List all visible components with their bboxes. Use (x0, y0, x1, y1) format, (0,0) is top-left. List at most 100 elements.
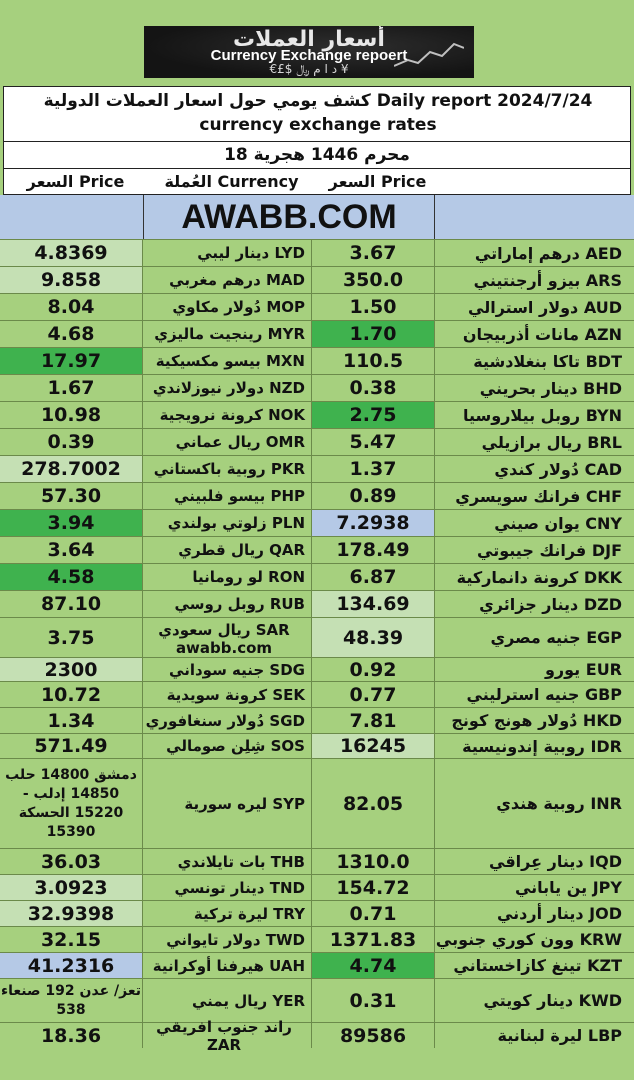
header-left-price: السعر Price (26, 172, 125, 191)
right-currency-cell: درهم إماراتي AED (474, 243, 622, 263)
left-price-cell: 571.49 (0, 734, 143, 758)
header-right-price: السعر Price (328, 172, 427, 191)
table-row: 0.39 ريال عماني OMR 5.47 ريال برازيلي BRL (0, 428, 634, 455)
right-currency-cell: جنيه استرليني GBP (466, 685, 622, 704)
table-row: 3.75 ريال سعودي SAR awabb.com 48.39 جنيه مصر… (0, 617, 634, 657)
report-title-box: كشف يومي حول اسعار العملات الدولية Daily… (3, 86, 631, 142)
left-currency-cell: ريال قطري QAR (143, 537, 312, 563)
right-currency-cell: دينار أردني JOD (496, 904, 622, 923)
right-currency-cell: دُولار هونج كونج HKD (451, 711, 622, 730)
right-price-cell: 5.47 (312, 429, 435, 455)
left-price-cell: 57.30 (0, 483, 143, 509)
right-price-cell: 82.05 (312, 759, 435, 848)
left-currency-cell: كرونة سويدية SEK (143, 682, 312, 707)
table-row: 3.64 ريال قطري QAR 178.49 فرانك جيبوتي DJF (0, 536, 634, 563)
left-currency-cell: ريال عماني OMR (143, 429, 312, 455)
table-row: 1.67 دولار نيوزلاندي NZD 0.38 دينار بحريني … (0, 374, 634, 401)
right-currency-cell: فرانك سويسري CHF (455, 486, 622, 506)
left-price-cell: 278.7002 (0, 456, 143, 482)
right-currency-cell: ين ياباني JPY (514, 878, 622, 897)
right-currency-cell: دينار كويتي KWD (483, 991, 622, 1010)
right-currency-cell: ريال برازيلي BRL (481, 432, 622, 452)
table-row: 36.03 بات تايلاندي THB 1310.0 دينار عِراقي … (0, 848, 634, 874)
right-currency-cell: بيزو أرجنتيني ARS (473, 270, 622, 290)
table-row: 32.15 دولار تايواني TWD 1371.83 وون كوري جن… (0, 926, 634, 952)
left-currency-cell: شِلِن صومالي SOS (143, 734, 312, 758)
left-currency-cell: هيرفنا أوكرانية UAH (143, 953, 312, 978)
header-left-currency: العُملة Currency (164, 172, 299, 191)
right-price-cell: 0.38 (312, 375, 435, 401)
left-currency-cell: كرونة نرويجية NOK (143, 402, 312, 428)
left-price-cell: 9.858 (0, 267, 143, 293)
left-price-cell: 32.15 (0, 927, 143, 952)
left-price-cell: 2300 (0, 658, 143, 681)
left-price-cell: 41.2316 (0, 953, 143, 978)
table-row: 41.2316 هيرفنا أوكرانية UAH 4.74 تينغ كازاخ… (0, 952, 634, 978)
right-price-cell: 1.37 (312, 456, 435, 482)
table-row: 32.9398 ليرة تركية TRY 0.71 دينار أردني JOD (0, 900, 634, 926)
left-currency-cell: روبية باكستاني PKR (143, 456, 312, 482)
right-price-cell: 3.67 (312, 240, 435, 266)
table-row: 4.8369 دينار ليبي LYD 3.67 درهم إماراتي AED (0, 239, 634, 266)
left-currency-cell: دولار نيوزلاندي NZD (143, 375, 312, 401)
right-price-cell: 48.39 (312, 618, 435, 657)
hijri-date: 18 محرم 1446 هجرية (3, 142, 631, 169)
right-currency-cell: فرانك جيبوتي DJF (477, 540, 622, 560)
left-currency-cell: لو رومانيا RON (143, 564, 312, 590)
right-price-cell: 134.69 (312, 591, 435, 617)
left-price-cell: 1.34 (0, 708, 143, 733)
right-price-cell: 110.5 (312, 348, 435, 374)
left-currency-cell: بيسو فلبيني PHP (143, 483, 312, 509)
left-currency-cell: دُولار سنغافوري SGD (143, 708, 312, 733)
right-currency-cell: روبية هندي INR (496, 794, 622, 813)
right-currency-cell: روبل بيلاروسيا BYN (462, 405, 622, 425)
right-price-cell: 16245 (312, 734, 435, 758)
left-currency-cell: دينار ليبي LYD (143, 240, 312, 266)
table-row: 17.97 بيسو مكسيكية MXN 110.5 تاكا بنغلادشية… (0, 347, 634, 374)
table-row: 2300 جنيه سوداني SDG 0.92 يورو EUR (0, 657, 634, 681)
report-title-line1: كشف يومي حول اسعار العملات الدولية Daily… (43, 91, 593, 111)
table-row: دمشق 14800 حلب 14850 إدلب - 15220 الحسكة… (0, 758, 634, 848)
right-price-cell: 0.92 (312, 658, 435, 681)
left-price-cell: 32.9398 (0, 901, 143, 926)
left-price-cell: 10.72 (0, 682, 143, 707)
right-price-cell: 0.31 (312, 979, 435, 1022)
right-currency-cell: دولار استرالي AUD (468, 297, 622, 317)
banner-background (144, 26, 474, 78)
banner-arabic-title: أسعار العملات (233, 27, 385, 52)
table-row: 571.49 شِلِن صومالي SOS 16245 روبية إندونيس… (0, 733, 634, 758)
table-row: 9.858 درهم مغربي MAD 350.0 بيزو أرجنتيني AR… (0, 266, 634, 293)
table-row: 4.68 رينجيت ماليزي MYR 1.70 مانات أذربيجان … (0, 320, 634, 347)
right-price-cell: 7.2938 (312, 510, 435, 536)
table-row: 3.0923 دينار تونسي TND 154.72 ين ياباني JPY (0, 874, 634, 900)
right-price-cell: 1.50 (312, 294, 435, 320)
right-currency-cell: تاكا بنغلادشية BDT (473, 351, 622, 371)
right-price-cell: 2.75 (312, 402, 435, 428)
left-price-cell: 17.97 (0, 348, 143, 374)
right-currency-cell: مانات أذربيجان AZN (462, 324, 622, 344)
right-price-cell: 1310.0 (312, 849, 435, 874)
left-currency-cell: بيسو مكسيكية MXN (143, 348, 312, 374)
right-currency-cell: روبية إندونيسية IDR (462, 736, 622, 756)
left-price-cell: 1.67 (0, 375, 143, 401)
left-currency-cell: دُولار مكاوي MOP (143, 294, 312, 320)
right-price-cell: 350.0 (312, 267, 435, 293)
right-currency-cell: دُولار كندي CAD (494, 459, 622, 479)
left-currency-cell: ليره سورية SYP (143, 759, 312, 848)
site-name: AWABB.COM (143, 195, 435, 239)
left-currency-cell: روبل روسي RUB (143, 591, 312, 617)
table-row: 1.34 دُولار سنغافوري SGD 7.81 دُولار هونج ك… (0, 707, 634, 733)
left-currency-cell: دينار تونسي TND (143, 875, 312, 900)
left-currency-cell: ريال يمني YER (143, 979, 312, 1022)
left-price-cell: 3.64 (0, 537, 143, 563)
right-currency-cell: دينار بحريني BHD (479, 378, 622, 398)
left-price-cell: دمشق 14800 حلب 14850 إدلب - 15220 الحسكة… (0, 759, 143, 848)
report-title-line2: currency exchange rates (199, 115, 437, 135)
left-price-cell: تعز/ عدن 192 صنعاء 538 (0, 979, 143, 1022)
left-price-cell: 8.04 (0, 294, 143, 320)
left-price-cell: 18.36 (0, 1023, 143, 1048)
left-currency-name: ريال سعودي SAR (158, 621, 290, 639)
left-currency-cell: درهم مغربي MAD (143, 267, 312, 293)
right-price-cell: 154.72 (312, 875, 435, 900)
right-price-cell: 1371.83 (312, 927, 435, 952)
